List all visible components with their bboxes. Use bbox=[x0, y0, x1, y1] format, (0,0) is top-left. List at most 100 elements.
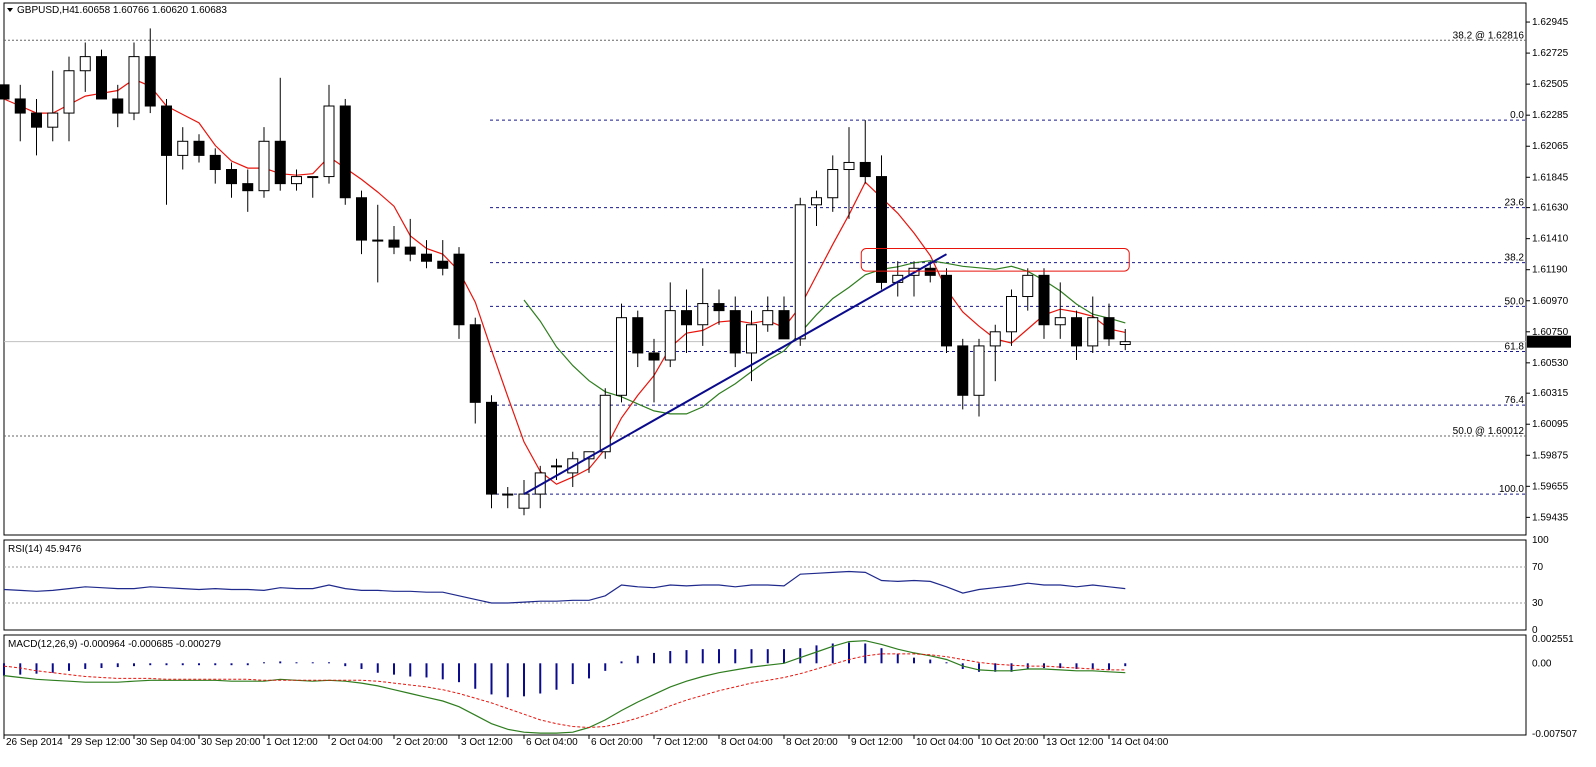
candle-body bbox=[323, 105, 335, 178]
candle-body bbox=[193, 140, 205, 156]
candle-body bbox=[746, 324, 757, 354]
candle-body bbox=[811, 197, 822, 206]
time-axis-label: 8 Oct 20:00 bbox=[786, 737, 838, 748]
fib-level-label: 50.0 bbox=[1505, 296, 1525, 307]
resistance-highlight-box bbox=[860, 248, 1130, 272]
candle-body bbox=[924, 267, 936, 276]
time-axis-label: 6 Oct 20:00 bbox=[591, 737, 643, 748]
candle-body bbox=[486, 401, 497, 495]
macd-title: MACD(12,26,9) -0.000964 -0.000685 -0.000… bbox=[8, 639, 221, 650]
candle-body bbox=[827, 169, 839, 199]
candle-body bbox=[242, 183, 254, 192]
price-tick-label: 1.59875 bbox=[1532, 450, 1569, 461]
ohlc-readout: 1.60658 1.60766 1.60620 1.60683 bbox=[74, 5, 227, 16]
candle-body bbox=[859, 161, 871, 178]
time-axis-label: 29 Sep 12:00 bbox=[71, 737, 131, 748]
time-axis-label: 13 Oct 12:00 bbox=[1046, 737, 1104, 748]
candle-body bbox=[96, 56, 107, 100]
symbol-label: GBPUSD,H4 bbox=[17, 5, 75, 16]
candle-body bbox=[404, 246, 416, 255]
macd-line bbox=[3, 640, 1126, 734]
price-tick-label: 1.62285 bbox=[1532, 110, 1569, 121]
candle-body bbox=[1103, 317, 1115, 340]
price-tick-label: 1.60750 bbox=[1532, 327, 1569, 338]
candle-body bbox=[226, 169, 237, 185]
candle-body bbox=[989, 331, 1001, 347]
candle-body bbox=[1119, 341, 1131, 345]
time-axis-label: 2 Oct 04:00 bbox=[331, 737, 383, 748]
candle-body bbox=[762, 310, 774, 326]
macd-panel-frame bbox=[3, 634, 1527, 736]
candle-body bbox=[356, 197, 367, 241]
candle-body bbox=[63, 70, 75, 114]
fib-level-label: 61.8 bbox=[1505, 342, 1525, 353]
price-tick-label: 1.59435 bbox=[1532, 512, 1569, 523]
candle-body bbox=[388, 239, 400, 248]
candle-body bbox=[1006, 296, 1017, 333]
candle-body bbox=[518, 493, 530, 509]
candle-body bbox=[258, 140, 270, 192]
price-tick-label: 1.61845 bbox=[1532, 172, 1569, 183]
candle-body bbox=[1038, 274, 1050, 326]
current-price-tag bbox=[1527, 335, 1571, 348]
candle-body bbox=[973, 345, 985, 396]
candle-body bbox=[1087, 317, 1099, 347]
candle-body bbox=[1022, 274, 1034, 298]
dropdown-triangle-icon bbox=[7, 8, 13, 12]
price-tick-label: 1.62065 bbox=[1532, 141, 1569, 152]
fib-level-label: 0.0 bbox=[1510, 110, 1524, 121]
price-tick-label: 1.60970 bbox=[1532, 296, 1569, 307]
price-tick-label: 1.62945 bbox=[1532, 17, 1569, 28]
price-tick-label: 1.60530 bbox=[1532, 358, 1569, 369]
price-tick-label: 1.59655 bbox=[1532, 481, 1569, 492]
extension-level-label: 50.0 @ 1.60012 bbox=[1453, 426, 1525, 437]
candle-body bbox=[339, 105, 351, 199]
candle-body bbox=[177, 140, 189, 156]
candle-body bbox=[843, 161, 855, 171]
candle-body bbox=[1071, 317, 1082, 347]
time-axis-label: 10 Oct 04:00 bbox=[916, 737, 974, 748]
rsi-tick-label: 0 bbox=[1532, 625, 1538, 636]
fib-level-label: 76.4 bbox=[1505, 395, 1525, 406]
price-tick-label: 1.61190 bbox=[1532, 265, 1568, 276]
candle-body bbox=[616, 317, 627, 396]
candle-body bbox=[729, 310, 741, 354]
candle-body bbox=[876, 176, 887, 283]
time-axis-label: 30 Sep 04:00 bbox=[136, 737, 196, 748]
candle-body bbox=[307, 176, 319, 179]
candle-body bbox=[469, 324, 481, 403]
candle-body bbox=[453, 253, 465, 326]
time-axis-label: 10 Oct 20:00 bbox=[981, 737, 1039, 748]
candle-body bbox=[14, 98, 26, 114]
candle-body bbox=[648, 352, 660, 361]
rsi-tick-label: 70 bbox=[1532, 562, 1544, 573]
rsi-title: RSI(14) 45.9476 bbox=[8, 544, 82, 555]
price-tick-label: 1.62505 bbox=[1532, 79, 1569, 90]
time-axis-label: 30 Sep 20:00 bbox=[201, 737, 261, 748]
candle-body bbox=[47, 112, 59, 128]
price-tick-label: 1.62725 bbox=[1532, 48, 1569, 59]
time-axis-label: 3 Oct 12:00 bbox=[461, 737, 513, 748]
rsi-tick-label: 100 bbox=[1532, 535, 1549, 546]
candle-body bbox=[79, 56, 91, 72]
trendline bbox=[523, 253, 947, 495]
current-price-label: 1.60683 bbox=[1530, 338, 1567, 349]
candle-body bbox=[0, 84, 10, 100]
candle-body bbox=[372, 239, 384, 242]
fast-moving-average-line bbox=[3, 78, 1126, 485]
candle-body bbox=[437, 260, 449, 269]
candle-body bbox=[1054, 317, 1066, 326]
candle-body bbox=[778, 310, 790, 340]
candle-body bbox=[957, 345, 969, 396]
candle-body bbox=[291, 176, 302, 185]
time-axis-label: 2 Oct 20:00 bbox=[396, 737, 448, 748]
fib-level-label: 38.2 bbox=[1505, 253, 1525, 264]
macd-tick-label: 0.002551 bbox=[1532, 634, 1574, 645]
price-tick-label: 1.60095 bbox=[1532, 419, 1569, 430]
candle-body bbox=[112, 98, 124, 114]
candle-body bbox=[713, 303, 725, 312]
candle-body bbox=[161, 105, 172, 156]
candle-body bbox=[421, 253, 432, 262]
price-panel-frame bbox=[3, 2, 1527, 536]
